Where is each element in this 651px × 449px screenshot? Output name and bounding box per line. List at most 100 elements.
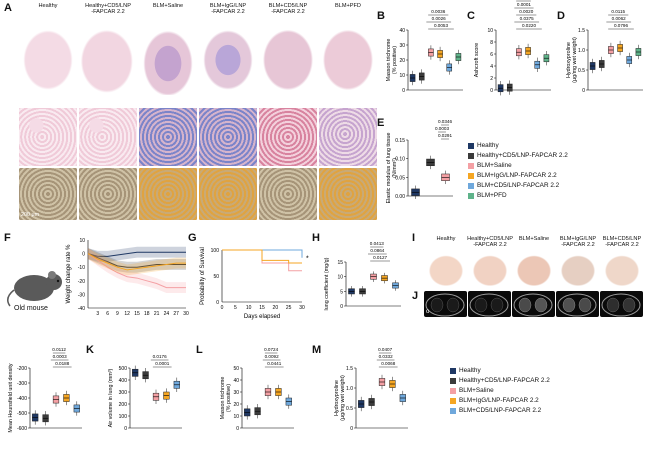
p-value: 0.0026 [432,16,446,21]
lung-photo-healthy [424,251,468,287]
chart-f: 10 0 -10 -20 -30 -40 3 6 9 12 15 18 21 24 27 30 Weight c… [66,238,189,317]
ct-mark: o [426,309,430,315]
chart-m: 0 0.5 1.0 1.5 0.0068 0.0332 0.0407 Hydroxyproli… [334,347,408,432]
y-tick-label: 0 [490,88,493,94]
x-tick-label: 25 [286,305,292,311]
chart-hounsfield: -600 -500 -400 -300 -200 0.0188 0.0003 0.0112 Me… [8,347,82,433]
y-tick-label: -40 [78,306,85,312]
y-tick-label: 0.10 [395,157,405,163]
column-header: BLM+Saline [152,3,184,9]
chart-l: 0 10 20 30 40 50 0.0441 0.0092 0.0724 Masson tric… [220,347,294,432]
y-axis-label: Elastic modulus of lung tissue [386,132,392,203]
p-value: 0.0127 [373,255,387,260]
x-tick-label: 9 [116,311,119,317]
lung-photo-label: BLM+IgG/LNP -FAPCAR 2.2 [559,236,597,249]
y-tick-label: 50 [233,366,239,372]
legend-label: BLM+CD5/LNP-FAPCAR 2.2 [477,182,560,189]
y-axis-label: Ashcroft score [474,43,480,77]
legend-swatch [450,387,456,394]
p-value: 0.0036 [431,9,445,14]
series-line [87,251,186,257]
y-tick-label: -400 [17,396,27,402]
x-tick-label: 6 [106,311,109,317]
y-tick-label: -200 [17,366,27,372]
y-tick-label: 20 [233,402,239,408]
y-tick-label: 6 [490,52,493,58]
legend-item: Healthy [450,367,481,374]
y-tick-label: 0.15 [395,138,405,144]
legend-item: BLM+Saline [468,162,512,169]
y-axis-label: (% positive) [226,384,232,412]
panel-f-label: F [4,232,11,244]
p-value: 0.0413 [370,241,384,246]
y-axis-label: Masson trichrome [386,39,392,82]
y-tick-label: -600 [17,426,27,432]
chart-h: 0 5 10 15 0.0127 0.0864 0.0413 lung coefficient… [324,241,401,310]
legend-swatch [468,192,474,199]
p-value: 0.0291 [438,133,452,138]
polarized-blm-saline [139,168,197,220]
y-tick-label: 1.5 [578,28,585,34]
y-tick-label: 2 [490,76,493,82]
legend-label: BLM+Saline [459,387,494,394]
p-value: 0.0346 [438,119,452,124]
y-tick-label: 10 [487,28,493,34]
panel-i-label: I [412,232,416,244]
y-tick-label: 50 [213,274,219,280]
lung-photo-label: Healthy+CD5/LNP -FAPCAR 2.2 [467,236,513,249]
x-axis-label: Days elapsed [244,314,280,320]
p-value: 0.0092 [265,354,279,359]
p-value: 0.0062 [612,16,626,21]
x-tick-label: 15 [259,305,265,311]
confidence-band [88,248,186,273]
y-tick-label: 0.5 [346,406,353,412]
p-value: 0.0220 [522,23,536,28]
legend-label: Healthy [459,367,481,374]
y-tick-label: 10 [399,73,405,79]
y-axis-label: Hydroxyproline [566,42,572,78]
magnified-healthy-cd5 [79,108,137,166]
y-tick-label: 0 [350,426,353,432]
legend-item: Healthy+CD5/LNP-FAPCAR 2.2 [468,152,568,159]
legend-swatch [468,162,474,169]
y-tick-label: 1.5 [346,366,353,372]
lung-photo-healthy-cd5 [468,251,512,287]
y-axis-label: (μg/mg wet weight) [572,37,578,83]
y-axis-label: (N/mm²) [392,158,398,178]
lung-photo-label: Healthy [436,236,456,242]
confidence-band [88,246,186,262]
bottom-charts: -600 -500 -400 -300 -200 0.0188 0.0003 0.0112 Me… [8,347,408,433]
y-tick-label: 0 [582,88,585,94]
panel-j-label: J [412,290,419,302]
section-healthy [19,25,77,95]
y-axis-label: lung coefficient (mg/g) [324,257,330,310]
lung-photo-blm-saline [512,251,556,287]
panel-h-label: H [312,232,320,244]
y-axis-label: Weight change rate % [66,244,72,304]
section-healthy-cd5 [79,25,137,95]
magnified-blm-cd5 [259,108,317,166]
p-value: 0.0003 [435,126,449,131]
y-tick-label: 0 [402,88,405,94]
y-tick-label: 30 [399,43,405,49]
ct-healthy [424,291,467,317]
magnified-blm-igg [199,108,257,166]
magnified-blm-saline [139,108,197,166]
x-tick-label: 30 [299,305,305,311]
polarized-blm-igg [199,168,257,220]
p-value: 0.0003 [53,354,67,359]
mouse-label: Old mouse [14,305,48,312]
mouse-tail [7,289,15,307]
x-tick-label: 3 [96,311,99,317]
scale-bar-label: 200 μm [21,212,40,218]
p-value: 0.0053 [434,23,448,28]
legend-label: BLM+IgG/LNP-FAPCAR 2.2 [477,172,557,179]
p-value: 0.0001 [155,361,169,366]
ct-blm-cd5 [600,291,643,317]
polarized-healthy [19,168,77,220]
column-header: Healthy [38,3,58,9]
panel-e-label: E [377,117,385,129]
legend-swatch [450,407,456,414]
y-tick-label: -300 [17,381,27,387]
legend-label: BLM+IgG/LNP-FAPCAR 2.2 [459,397,539,404]
